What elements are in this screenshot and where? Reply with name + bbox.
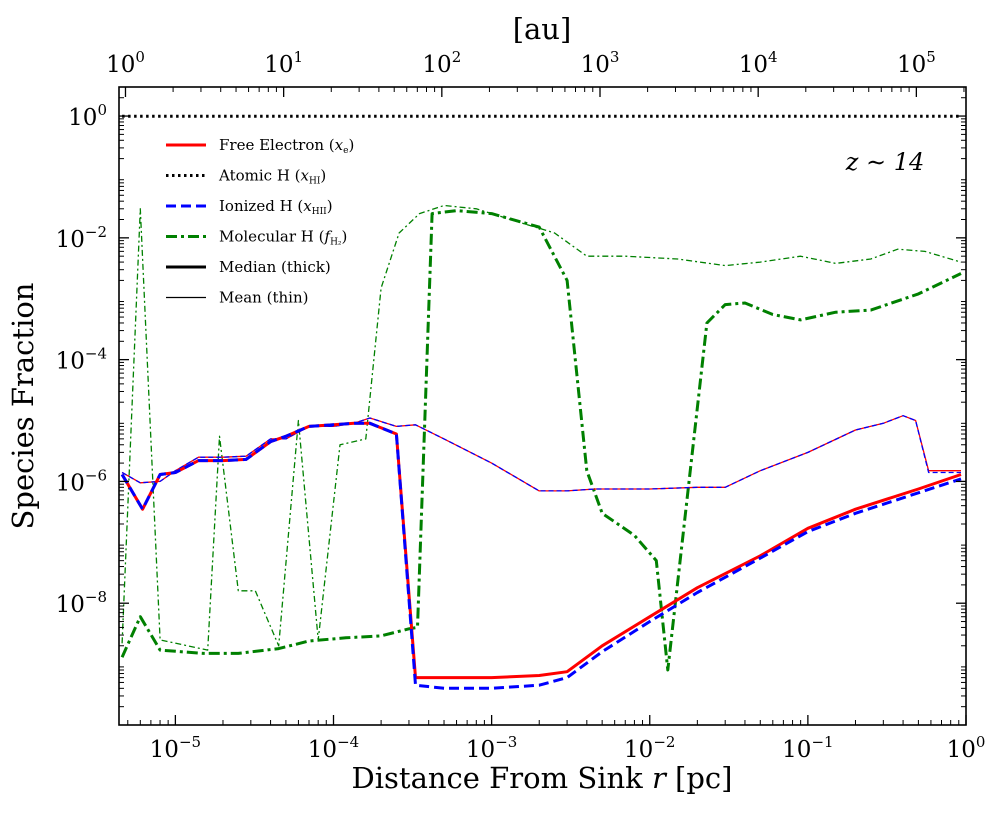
top-tick-label: 102 — [422, 48, 461, 78]
legend-label: Molecular H (fH₂) — [219, 228, 347, 248]
y-axis-title: Species Fraction — [6, 283, 40, 530]
legend-label: Median (thick) — [219, 258, 331, 276]
series-line-molecular-h-mean — [121, 204, 962, 651]
legend-label: Free Electron (xe) — [219, 136, 354, 156]
y-tick-label: 10−2 — [56, 223, 107, 253]
ticks-layer: 10−5 10−4 10−3 10−2 10−1 100 100 101 102 103 104 10… — [56, 48, 986, 763]
series-layer — [120, 114, 962, 690]
x-tick-label: 10−2 — [624, 733, 675, 763]
x-tick-label: 100 — [947, 733, 986, 763]
top-tick-label: 103 — [581, 48, 620, 78]
series-line-ionized-h-median — [120, 421, 962, 690]
top-tick-label: 105 — [897, 48, 936, 78]
x-tick-label: 10−4 — [308, 733, 359, 763]
y-tick-label: 10−4 — [56, 345, 107, 375]
x-tick-label: 10−1 — [782, 733, 833, 763]
legend-label: Mean (thin) — [219, 289, 308, 307]
legend-label: Ionized H (xHII) — [219, 197, 333, 217]
top-tick-label: 101 — [264, 48, 303, 78]
plot-frame — [118, 86, 967, 726]
top-axis-title: [au] — [513, 12, 572, 46]
legend-label: Atomic H (xHI) — [218, 167, 326, 187]
y-tick-label: 10−8 — [56, 588, 107, 618]
legend: Free Electron (xe) Atomic H (xHI) Ionized … — [166, 136, 354, 307]
series-line-molecular-h-median — [120, 209, 962, 672]
x-tick-label: 10−3 — [466, 733, 517, 763]
top-tick-label: 104 — [739, 48, 778, 78]
x-tick-label: 10−5 — [150, 733, 201, 763]
redshift-annotation: z ∼ 14 — [845, 148, 925, 176]
y-tick-label: 10−6 — [56, 466, 107, 496]
x-axis-title: Distance From Sink r [pc] — [352, 761, 733, 795]
y-tick-label: 100 — [68, 101, 107, 131]
top-tick-label: 100 — [106, 48, 145, 78]
series-line-ionized-h-mean — [121, 415, 961, 492]
